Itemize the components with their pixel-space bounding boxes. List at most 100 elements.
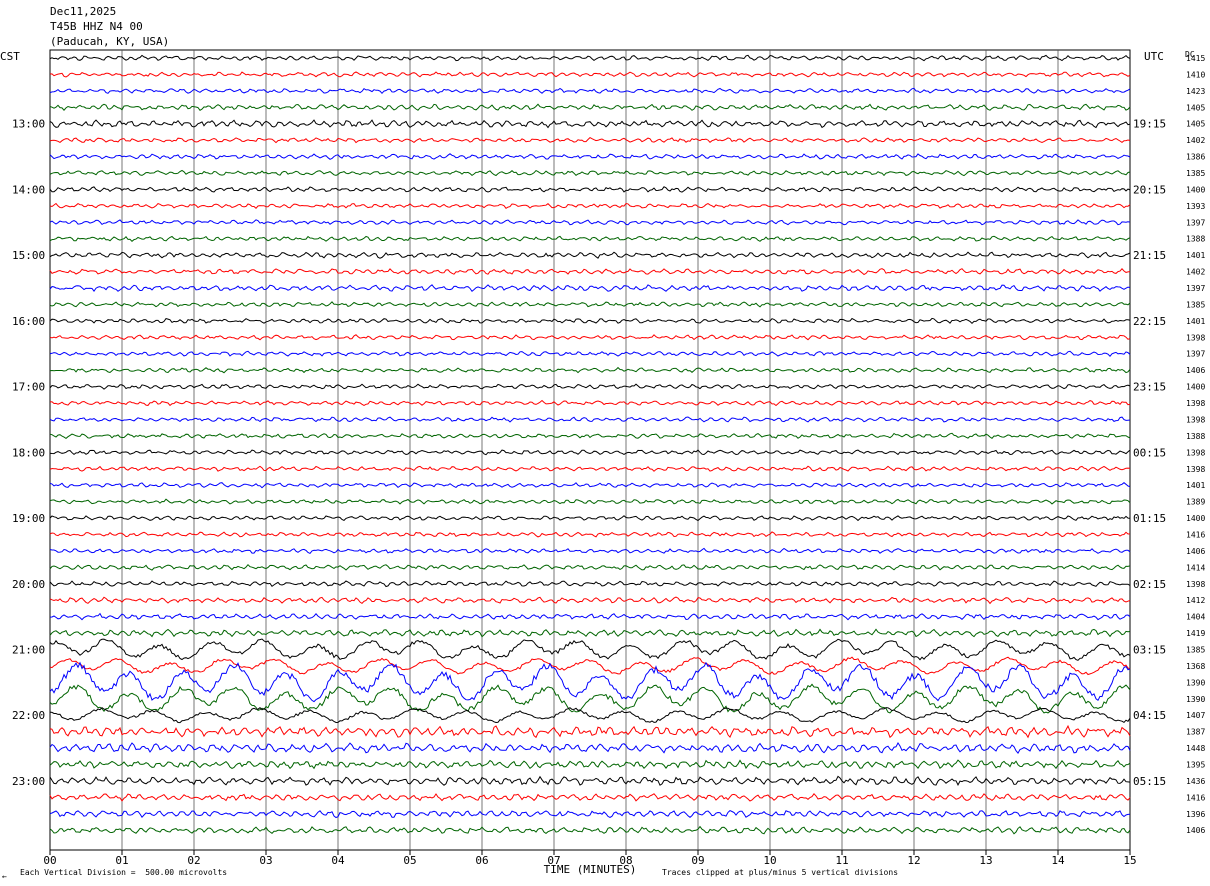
seismic-trace — [49, 334, 1131, 341]
seismic-trace — [49, 416, 1131, 423]
left-hour-label: 21:00 — [12, 643, 45, 656]
seismic-trace — [49, 724, 1131, 739]
right-hour-label: 19:15 — [1133, 118, 1166, 131]
dc-offset-label: 1368 — [1186, 662, 1205, 671]
seismic-trace — [49, 707, 1131, 724]
dc-offset-label: 1388 — [1186, 235, 1205, 244]
seismic-trace — [49, 465, 1131, 472]
seismic-trace — [49, 71, 1131, 78]
seismic-trace — [49, 775, 1131, 787]
seismic-trace — [49, 531, 1131, 538]
right-hour-label: 01:15 — [1133, 512, 1166, 525]
station-location: (Paducah, KY, USA) — [50, 35, 170, 48]
seismic-trace — [49, 317, 1131, 324]
dc-offset-label: 1397 — [1186, 284, 1205, 293]
dc-offset-label: 1398 — [1186, 448, 1205, 457]
dc-offset-label: 1398 — [1186, 333, 1205, 342]
dc-offset-label: 1386 — [1186, 153, 1205, 162]
seismic-trace — [49, 432, 1131, 440]
plot-date: Dec11,2025 — [50, 5, 117, 18]
seismic-trace — [49, 449, 1131, 456]
seismic-trace — [49, 103, 1131, 111]
left-hour-label: 18:00 — [12, 446, 45, 459]
seismic-trace — [49, 119, 1131, 129]
seismic-trace — [49, 563, 1131, 571]
dc-offset-label: 1404 — [1186, 613, 1205, 622]
vertical-scale-note: Each Vertical Division = 500.00 microvol… — [20, 868, 228, 877]
dc-offset-label: 1414 — [1186, 563, 1205, 572]
seismic-trace — [49, 683, 1131, 714]
seismic-trace — [49, 202, 1131, 210]
right-hour-label: 23:15 — [1133, 381, 1166, 394]
seismic-trace — [49, 580, 1131, 588]
left-hour-label: 15:00 — [12, 249, 45, 262]
x-tick-label: 03 — [259, 854, 272, 867]
x-tick-label: 15 — [1123, 854, 1136, 867]
seismic-trace — [49, 301, 1131, 308]
dc-offset-label: 1416 — [1186, 793, 1205, 802]
right-hour-label: 04:15 — [1133, 709, 1166, 722]
dc-offset-label: 1398 — [1186, 465, 1205, 474]
right-hour-label: 03:15 — [1133, 643, 1166, 656]
seismic-trace — [49, 498, 1131, 505]
left-hour-label: 23:00 — [12, 775, 45, 788]
dc-offset-label: 1406 — [1186, 366, 1205, 375]
dc-offset-label: 1398 — [1186, 415, 1205, 424]
dc-offset-label: 1400 — [1186, 514, 1205, 523]
dc-offset-label: 1398 — [1186, 399, 1205, 408]
seismic-trace — [49, 251, 1131, 259]
dc-offset-label: 1400 — [1186, 383, 1205, 392]
seismic-trace — [49, 628, 1131, 638]
right-hour-label: 05:15 — [1133, 775, 1166, 788]
left-hour-label: 14:00 — [12, 183, 45, 196]
seismic-trace — [49, 656, 1131, 676]
seismic-trace — [49, 547, 1131, 555]
dc-offset-label: 1401 — [1186, 251, 1205, 260]
seismic-trace — [49, 612, 1131, 621]
right-timezone-label: UTC — [1144, 50, 1164, 63]
dc-offset-label: 1402 — [1186, 136, 1205, 145]
seismic-trace — [49, 268, 1131, 276]
dc-offset-label: 1388 — [1186, 432, 1205, 441]
dc-offset-label: 1395 — [1186, 760, 1205, 769]
x-tick-label: 08 — [619, 854, 632, 867]
seismic-trace — [49, 350, 1131, 357]
dc-offset-label: 1396 — [1186, 810, 1205, 819]
seismic-trace — [49, 186, 1131, 193]
left-hour-label: 22:00 — [12, 709, 45, 722]
dc-offset-label: 1402 — [1186, 268, 1205, 277]
seismic-trace — [49, 235, 1131, 242]
dc-offset-label: 1398 — [1186, 580, 1205, 589]
x-tick-label: 02 — [187, 854, 200, 867]
right-hour-label: 02:15 — [1133, 578, 1166, 591]
x-tick-label: 01 — [115, 854, 128, 867]
x-tick-label: 11 — [835, 854, 848, 867]
dc-offset-label: 1412 — [1186, 596, 1205, 605]
dc-offset-label: 1436 — [1186, 777, 1205, 786]
dc-offset-label: 1448 — [1186, 744, 1205, 753]
seismic-trace — [49, 87, 1131, 95]
seismic-trace — [49, 366, 1131, 374]
seismic-trace — [49, 219, 1131, 226]
seismic-trace — [49, 759, 1131, 770]
left-hour-label: 20:00 — [12, 578, 45, 591]
seismic-trace — [49, 638, 1131, 661]
corner-arrow-icon: ← — [2, 872, 7, 881]
dc-offset-label: 1389 — [1186, 498, 1205, 507]
x-tick-label: 09 — [691, 854, 704, 867]
right-hour-label: 20:15 — [1133, 183, 1166, 196]
dc-offset-label: 1390 — [1186, 678, 1205, 687]
seismic-trace — [49, 153, 1131, 160]
dc-offset-label: 1397 — [1186, 350, 1205, 359]
dc-offset-label: 1415 — [1186, 54, 1205, 63]
dc-offset-header: DC — [1185, 50, 1195, 59]
seismic-trace — [49, 825, 1131, 835]
dc-offset-label: 1405 — [1186, 103, 1205, 112]
dc-offset-label: 1401 — [1186, 481, 1205, 490]
dc-offset-label: 1406 — [1186, 547, 1205, 556]
dc-offset-label: 1387 — [1186, 728, 1205, 737]
x-tick-label: 10 — [763, 854, 776, 867]
seismic-trace — [49, 399, 1131, 407]
plot-frame — [49, 49, 1131, 851]
